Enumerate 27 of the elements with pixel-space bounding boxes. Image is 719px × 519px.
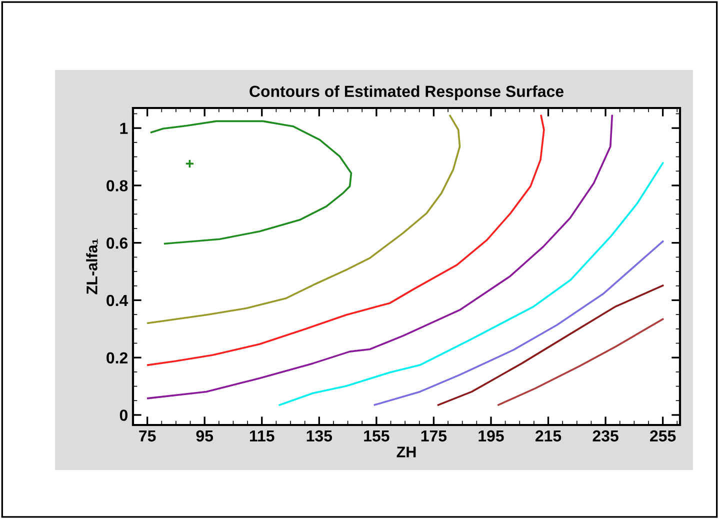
line-series	[146, 114, 461, 324]
y-tick-label: 0.2	[106, 352, 128, 364]
x-tick-label: 195	[478, 430, 504, 442]
x-tick-label: 95	[196, 430, 214, 442]
x-tick-label: 135	[306, 430, 332, 442]
y-tick-label: 0.4	[106, 294, 128, 306]
y-tick-label: 1	[120, 122, 128, 134]
y-tick-label: 0.8	[106, 180, 128, 192]
x-tick-label: 215	[535, 430, 562, 442]
x-tick-label: 75	[139, 430, 156, 442]
x-tick-label: 235	[592, 430, 618, 442]
line-series	[374, 240, 664, 406]
x-tick-label: 115	[250, 430, 274, 442]
line-series	[146, 114, 545, 366]
x-axis-title: ZH	[396, 446, 416, 458]
line-series	[278, 162, 664, 406]
y-tick-label: 0.6	[106, 237, 128, 249]
line-series	[498, 318, 664, 406]
y-axis-title: ZL-alfa₁	[86, 238, 98, 294]
chart-title: Contours of Estimated Response Surface	[250, 85, 564, 100]
x-tick-label: 175	[421, 430, 447, 442]
line-series	[150, 120, 352, 245]
x-tick-label: 155	[364, 430, 390, 442]
y-tick-label: 0	[120, 410, 128, 421]
line-series	[437, 284, 664, 406]
line-series	[146, 114, 614, 400]
x-tick-label: 255	[650, 430, 676, 442]
